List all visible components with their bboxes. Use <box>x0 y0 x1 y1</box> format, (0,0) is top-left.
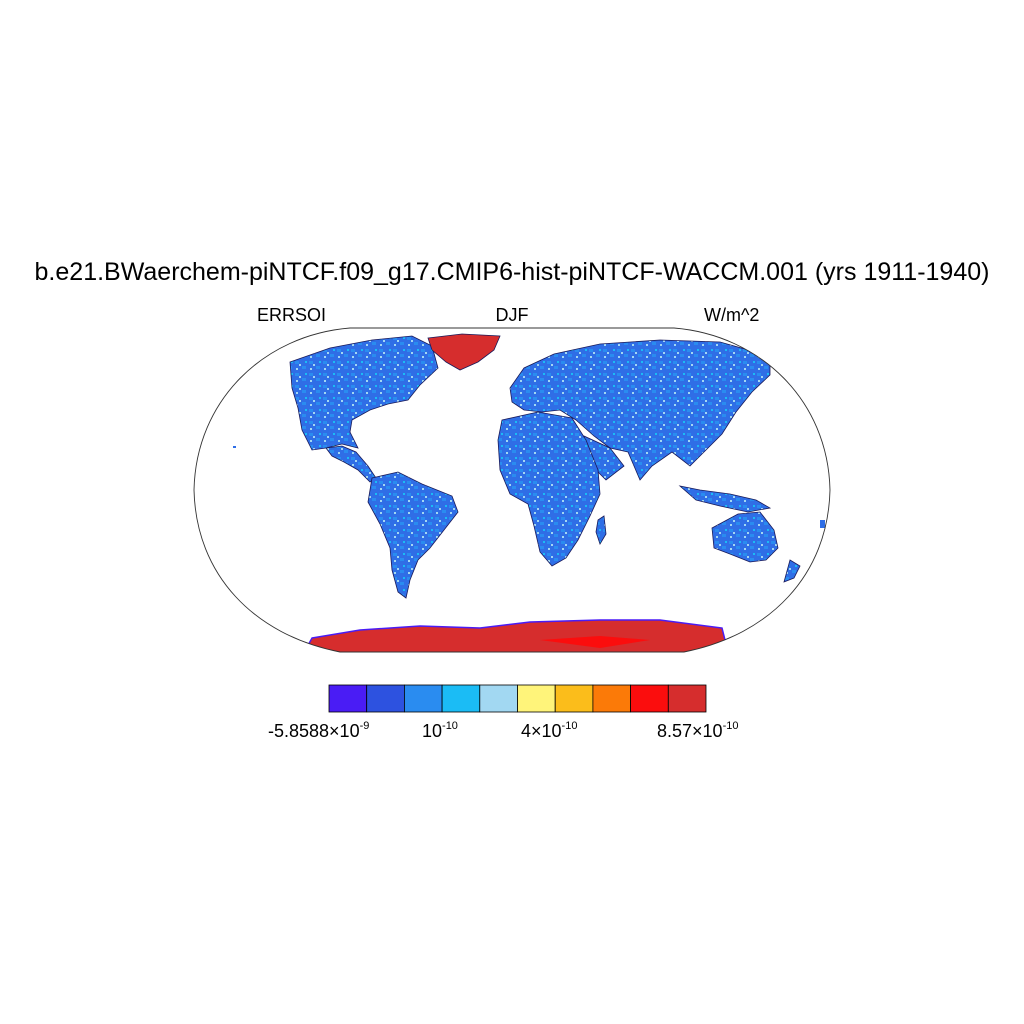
colorbar-label-min: -5.8588×10-9 <box>268 720 370 741</box>
colorbar-box <box>630 684 669 713</box>
south-america-land <box>367 471 459 599</box>
colorbar-label-2: 10-10 <box>422 720 458 741</box>
units-label: W/m^2 <box>704 305 760 325</box>
colorbar-box <box>366 684 405 713</box>
colorbar-box <box>328 684 368 713</box>
colorbar-box <box>667 684 707 713</box>
colorbar-box <box>517 684 556 713</box>
colorbar-box <box>592 684 632 713</box>
antarctica-ice <box>298 619 731 652</box>
eurasia-land <box>509 339 771 481</box>
new-zealand-land <box>783 559 801 583</box>
island <box>820 520 825 528</box>
antarctica-interior <box>540 636 650 648</box>
colorbar-box <box>479 684 518 713</box>
madagascar-land <box>595 515 607 545</box>
colorbar <box>328 684 707 713</box>
colorbar-label-max: 8.57×10-10 <box>657 720 739 741</box>
colorbar-box <box>441 684 481 713</box>
australia-land <box>711 511 779 563</box>
southeast-asia-islands <box>678 485 772 513</box>
greenland-ice <box>427 333 501 371</box>
africa-land <box>497 411 601 567</box>
island <box>233 446 236 448</box>
season-label: DJF <box>495 305 529 325</box>
colorbar-label-3: 4×10-10 <box>521 720 578 741</box>
north-america-land <box>289 335 439 451</box>
colorbar-box <box>403 684 443 713</box>
colorbar-box <box>554 684 594 713</box>
map-boundary <box>193 327 831 653</box>
plot-title: b.e21.BWaerchem-piNTCF.f09_g17.CMIP6-his… <box>34 258 990 286</box>
variable-label: ERRSOI <box>257 305 327 325</box>
